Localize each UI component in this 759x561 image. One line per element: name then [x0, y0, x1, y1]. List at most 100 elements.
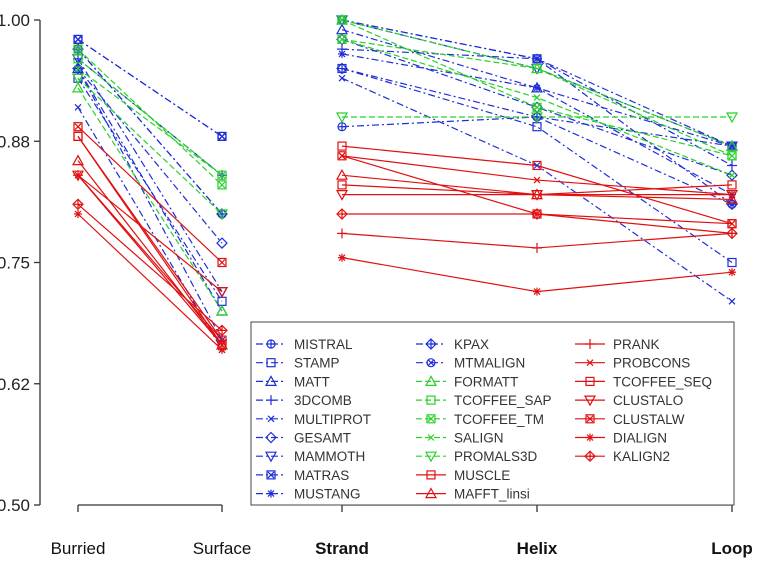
data-point-kalign2	[72, 198, 84, 211]
data-point-salign	[218, 171, 226, 179]
y-tick-label: 1.00	[0, 11, 30, 30]
x-tick-label: Surface	[193, 539, 252, 558]
data-point-salign	[338, 35, 346, 43]
data-point-promals3d	[215, 209, 229, 221]
data-point-clustalw	[217, 257, 227, 268]
chart-axes: 0.50 0.62 0.75 0.88 1.00 Burried Surface Strand…	[0, 11, 753, 558]
series-line-tcoffee_sap	[77, 58, 223, 176]
data-point-kalign2	[726, 227, 738, 240]
series-line-salign	[77, 68, 223, 176]
legend-label: MAFFT_linsi	[454, 487, 530, 502]
series-line-promals3d	[77, 77, 223, 215]
data-point-probcons	[533, 176, 541, 184]
legend-marker	[424, 375, 438, 386]
legend-marker	[264, 375, 278, 386]
data-point-clustalo	[335, 190, 349, 201]
legend-marker	[585, 339, 595, 349]
series-line-mustang	[77, 68, 223, 341]
data-point-tcoffee_sap	[217, 170, 227, 180]
legend-marker	[586, 359, 594, 367]
data-point-tcoffee_sap	[532, 63, 542, 74]
data-point-clustalo	[215, 287, 229, 298]
data-point-tcoffee_seq	[337, 180, 347, 190]
data-point-kalign2	[216, 324, 228, 337]
legend-label: TCOFFEE_SAP	[454, 393, 552, 408]
legend-marker	[267, 415, 275, 423]
data-point-multiprot	[533, 162, 541, 169]
data-point-promals3d	[725, 112, 739, 124]
data-point-gesamt	[726, 169, 738, 182]
legend-marker	[425, 338, 437, 350]
legend-label: MATT	[294, 374, 330, 389]
legend-marker	[426, 395, 436, 405]
legend-label: PROMALS3D	[454, 449, 538, 464]
legend-label: STAMP	[294, 356, 340, 371]
legend-label: MUSTANG	[294, 487, 361, 502]
data-point-mustang	[533, 83, 541, 92]
data-point-dialign	[338, 253, 346, 262]
legend-label: MAMMOTH	[294, 449, 365, 464]
legend-marker	[427, 434, 435, 441]
series-line-clustalo	[77, 174, 223, 293]
data-point-stamp	[727, 257, 737, 268]
series-line-kalign2	[77, 203, 223, 331]
series-line-mafft_linsi	[77, 160, 223, 346]
legend-marker	[426, 414, 436, 424]
series-line-mtmalign	[77, 38, 223, 137]
legend-label: FORMATT	[454, 374, 518, 389]
series-line-kpax	[77, 48, 223, 215]
data-point-mtmalign	[217, 131, 227, 141]
x-tick-label: Helix	[517, 539, 558, 558]
series-line-dialign	[341, 257, 733, 293]
data-point-probcons	[218, 341, 226, 349]
legend-marker	[584, 450, 596, 463]
legend-marker	[266, 339, 276, 349]
legend-label: PRANK	[613, 337, 660, 352]
legend-marker	[585, 414, 595, 424]
series-markers	[71, 13, 739, 354]
series-line-tcoffee_sap	[341, 38, 733, 157]
y-tick-label: 0.62	[0, 375, 30, 394]
legend-label: KPAX	[454, 337, 489, 352]
legend-label: DIALIGN	[613, 431, 667, 446]
legend-label: CLUSTALO	[613, 393, 683, 408]
data-point-dialign	[218, 345, 226, 354]
data-point-tcoffee_seq	[727, 180, 737, 190]
data-point-kalign2	[531, 208, 543, 220]
legend-marker	[585, 376, 595, 386]
legend-label: CLUSTALW	[613, 412, 685, 427]
y-tick-label: 0.50	[0, 496, 30, 515]
legend-label: MATRAS	[294, 468, 349, 483]
data-point-prank	[217, 335, 227, 346]
legend-label: MULTIPROT	[294, 412, 371, 427]
legend-marker	[266, 395, 276, 406]
legend-label: 3DCOMB	[294, 393, 352, 408]
legend-label: GESAMT	[294, 431, 351, 446]
legend-marker	[265, 431, 277, 444]
x-tick-label: Burried	[51, 539, 106, 558]
series-line-matt	[77, 68, 223, 312]
data-point-clustalw	[73, 122, 83, 132]
data-point-gesamt	[216, 237, 228, 249]
legend-label: TCOFFEE_TM	[454, 412, 544, 427]
series-line-tcoffee_tm	[341, 19, 733, 157]
data-point-dialign	[74, 210, 82, 218]
data-point-formatt	[215, 304, 229, 316]
x-tick-label: Strand	[315, 539, 369, 558]
data-point-tcoffee_tm	[727, 151, 737, 161]
series-line-clustalw	[77, 126, 223, 263]
data-point-formatt	[71, 81, 85, 93]
series-line-stamp	[77, 77, 223, 302]
series-line-formatt	[341, 19, 733, 147]
data-point-mafft_linsi	[71, 154, 85, 166]
data-point-clustalw	[337, 151, 347, 161]
data-point-dialign	[728, 268, 736, 277]
legend-marker	[424, 451, 438, 463]
data-point-gesamt	[72, 62, 84, 75]
legend-marker	[264, 451, 278, 463]
series-lines	[77, 19, 733, 351]
data-point-tcoffee_sap	[73, 54, 83, 64]
data-point-stamp	[532, 122, 542, 132]
legend-marker	[586, 433, 594, 442]
